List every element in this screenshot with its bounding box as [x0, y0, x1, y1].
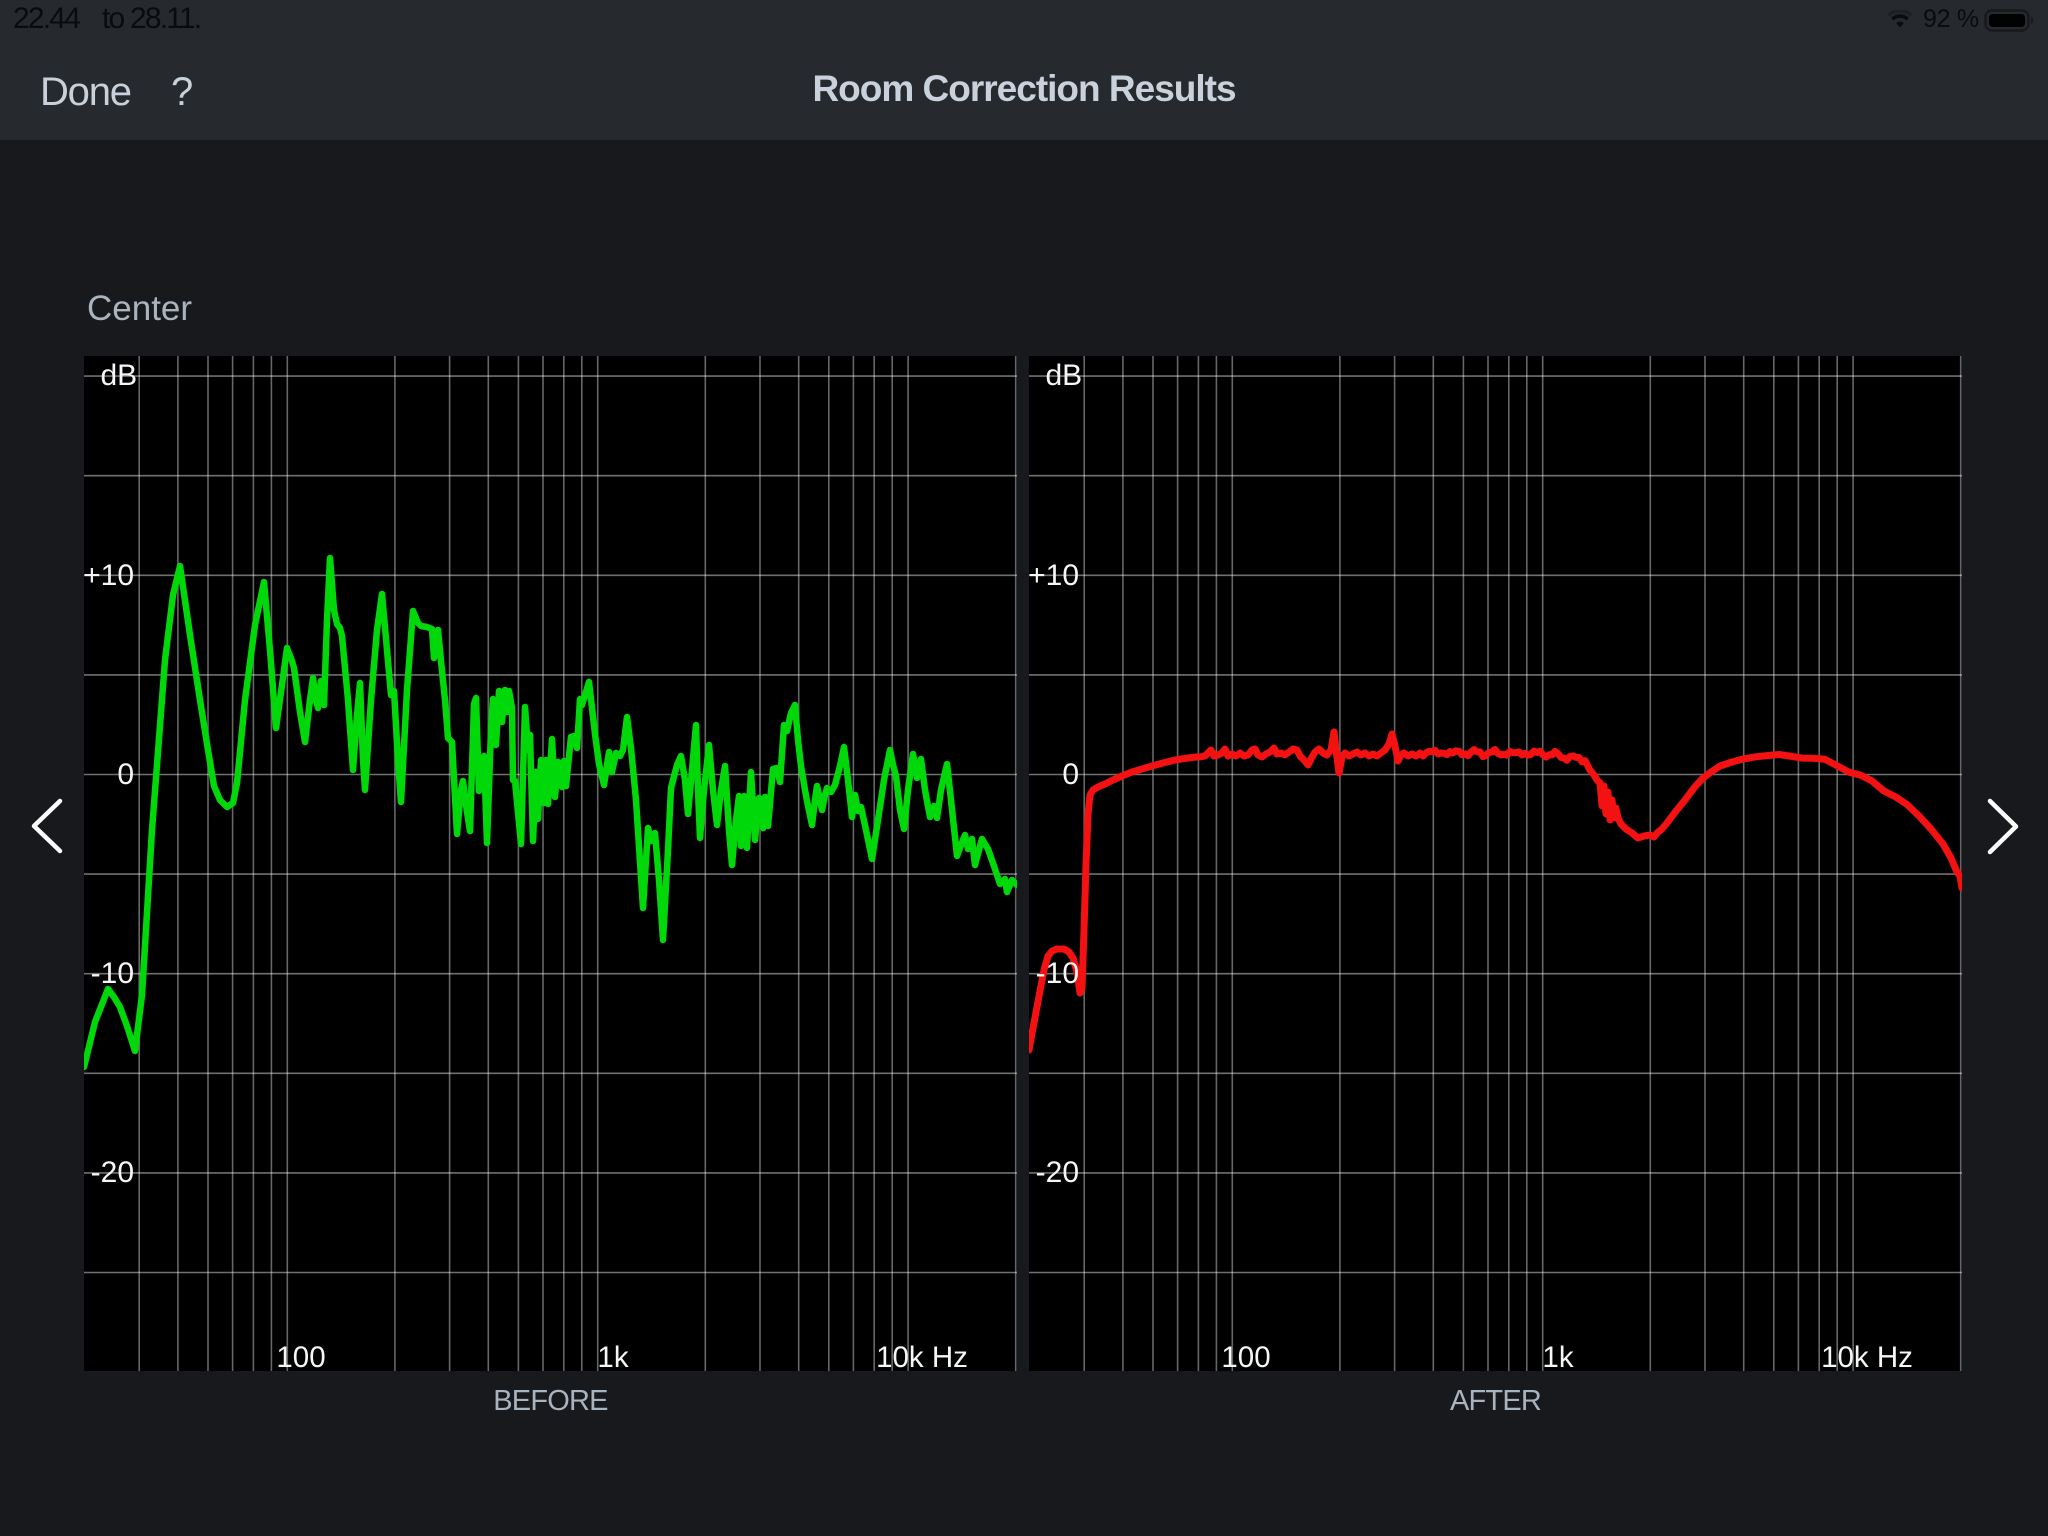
svg-text:dB: dB [1046, 359, 1083, 392]
svg-text:1k: 1k [1542, 1341, 1573, 1374]
svg-text:-20: -20 [91, 1156, 134, 1189]
svg-text:-20: -20 [1036, 1156, 1079, 1189]
svg-text:-10: -10 [1036, 957, 1079, 990]
svg-text:100: 100 [1221, 1341, 1270, 1374]
svg-text:+10: +10 [1028, 559, 1079, 592]
svg-text:100: 100 [276, 1341, 325, 1374]
svg-text:+10: +10 [83, 559, 134, 592]
svg-text:0: 0 [117, 758, 134, 791]
svg-text:10k Hz: 10k Hz [1821, 1341, 1913, 1374]
svg-text:0: 0 [1062, 758, 1079, 791]
svg-text:10k Hz: 10k Hz [876, 1341, 968, 1374]
svg-text:1k: 1k [597, 1341, 628, 1374]
svg-text:dB: dB [101, 359, 138, 392]
svg-text:-10: -10 [91, 957, 134, 990]
